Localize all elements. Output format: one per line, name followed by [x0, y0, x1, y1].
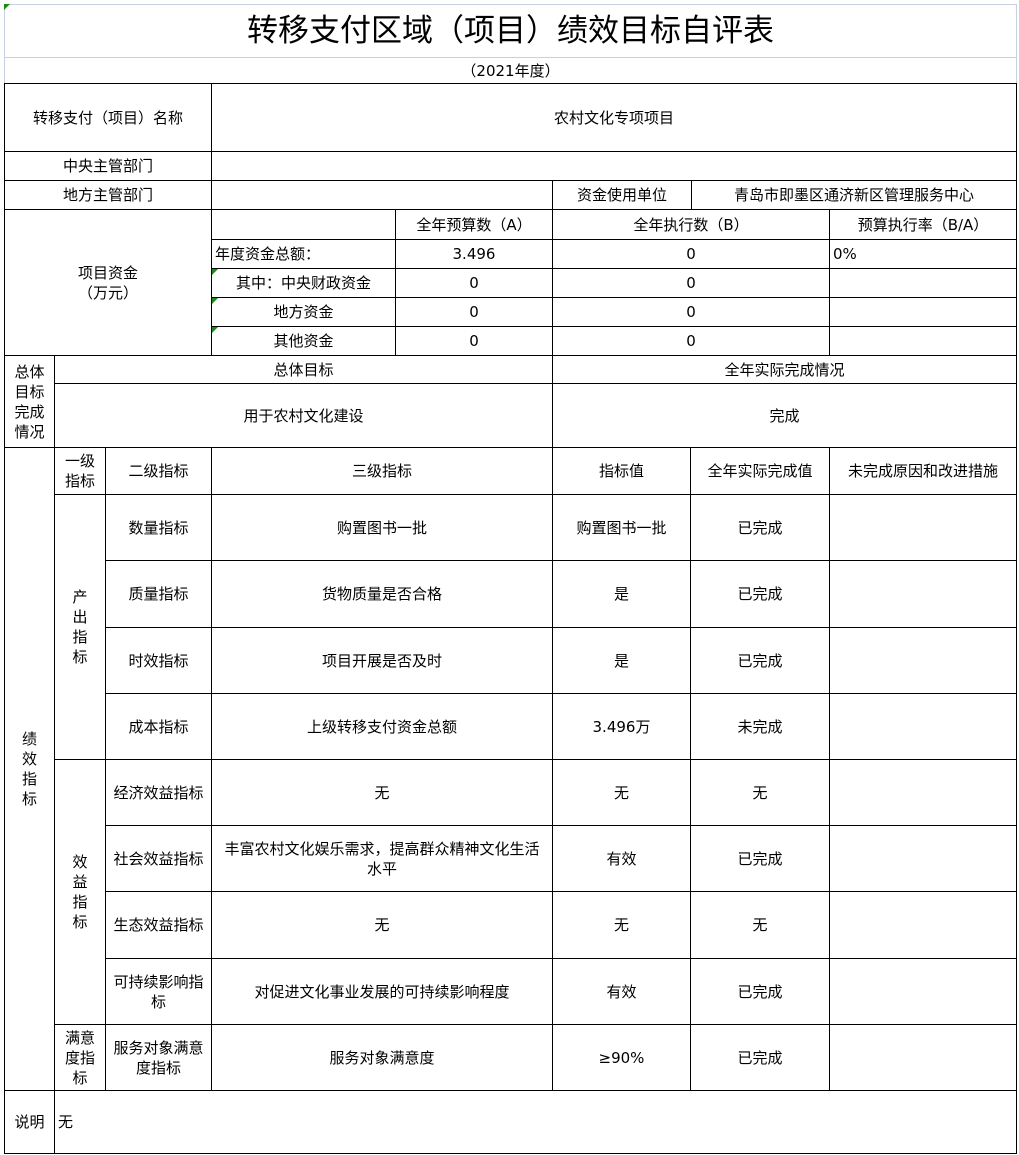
indicator-level3: 丰富农村文化娱乐需求，提高群众精神文化生活水平: [211, 825, 553, 892]
header-reason: 未完成原因和改进措施: [829, 447, 1017, 495]
indicator-level2: 经济效益指标: [105, 759, 212, 826]
indicator-level2: 时效指标: [105, 627, 212, 694]
overall-label: 总体目标完成情况: [4, 355, 55, 448]
indicator-level3: 无: [211, 759, 553, 826]
page-title: 转移支付区域（项目）绩效目标自评表: [4, 4, 1017, 58]
funds-row-rate: [829, 297, 1017, 327]
indicator-actual: 未完成: [690, 693, 830, 760]
funds-row-a: 0: [395, 268, 553, 298]
overall-actual-header: 全年实际完成情况: [552, 355, 1017, 384]
indicator-level2: 服务对象满意度指标: [105, 1024, 212, 1091]
indicator-actual: 已完成: [690, 494, 830, 561]
cell-comment-marker: [4, 4, 10, 10]
note-value: 无: [54, 1090, 1017, 1154]
indicator-actual: 已完成: [690, 1024, 830, 1091]
indicator-value: 是: [552, 560, 691, 628]
indicator-level3: 项目开展是否及时: [211, 627, 553, 694]
indicator-value: 是: [552, 627, 691, 694]
funds-row-label: 其中：中央财政资金: [211, 268, 396, 298]
indicator-reason: [829, 1024, 1017, 1091]
project-name-label: 转移支付（项目）名称: [4, 83, 212, 152]
indicator-value: 购置图书一批: [552, 494, 691, 561]
indicators-label: 绩效指标: [4, 447, 55, 1091]
indicator-level3: 无: [211, 891, 553, 959]
indicator-level3: 购置图书一批: [211, 494, 553, 561]
indicator-actual: 无: [690, 759, 830, 826]
indicator-reason: [829, 693, 1017, 760]
indicator-reason: [829, 759, 1017, 826]
indicator-reason: [829, 825, 1017, 892]
indicator-level2: 数量指标: [105, 494, 212, 561]
indicator-level2: 成本指标: [105, 693, 212, 760]
indicator-reason: [829, 958, 1017, 1025]
indicator-value: 无: [552, 891, 691, 959]
funds-row-rate: 0%: [829, 239, 1017, 269]
indicator-reason: [829, 891, 1017, 959]
indicator-value: 3.496万: [552, 693, 691, 760]
indicator-level2: 可持续影响指标: [105, 958, 212, 1025]
group-output: 产出指标: [54, 494, 106, 760]
indicator-actual: 已完成: [690, 627, 830, 694]
fund-user-label: 资金使用单位: [552, 180, 692, 210]
indicator-reason: [829, 627, 1017, 694]
funds-header-a: 全年预算数（A）: [395, 209, 553, 240]
indicator-level2: 生态效益指标: [105, 891, 212, 959]
central-dept-value: [211, 151, 1017, 181]
indicator-level3: 对促进文化事业发展的可持续影响程度: [211, 958, 553, 1025]
fund-user-value: 青岛市即墨区通济新区管理服务中心: [691, 180, 1017, 210]
header-actual: 全年实际完成值: [690, 447, 830, 495]
funds-row-b: 0: [552, 297, 830, 327]
overall-goal-header: 总体目标: [54, 355, 553, 384]
cell-comment-marker: [212, 298, 218, 304]
funds-row-label: 年度资金总额：: [211, 239, 396, 269]
indicator-reason: [829, 494, 1017, 561]
cell-comment-marker: [212, 269, 218, 275]
indicator-value: 有效: [552, 958, 691, 1025]
funds-row-rate: [829, 268, 1017, 298]
project-name-value: 农村文化专项项目: [211, 83, 1017, 152]
funds-header-b: 全年执行数（B）: [552, 209, 830, 240]
indicator-value: ≥90%: [552, 1024, 691, 1091]
group-satisfaction: 满意度指标: [54, 1024, 106, 1091]
funds-row-label: 地方资金: [211, 297, 396, 327]
funds-row-a: 0: [395, 297, 553, 327]
local-dept-value: [211, 180, 553, 210]
cell-comment-marker: [212, 327, 218, 333]
indicator-actual: 已完成: [690, 560, 830, 628]
indicator-actual: 已完成: [690, 825, 830, 892]
indicator-level2: 质量指标: [105, 560, 212, 628]
header-level2: 二级指标: [105, 447, 212, 495]
overall-goal: 用于农村文化建设: [54, 383, 553, 448]
note-label: 说明: [4, 1090, 55, 1154]
indicator-value: 有效: [552, 825, 691, 892]
indicator-actual: 已完成: [690, 958, 830, 1025]
funds-row-rate: [829, 326, 1017, 356]
funds-label: 项目资金（万元）: [4, 209, 212, 356]
indicator-actual: 无: [690, 891, 830, 959]
group-benefit: 效益指标: [54, 759, 106, 1025]
funds-row-b: 0: [552, 268, 830, 298]
funds-row-label: 其他资金: [211, 326, 396, 356]
funds-row-a: 3.496: [395, 239, 553, 269]
indicator-reason: [829, 560, 1017, 628]
header-level3: 三级指标: [211, 447, 553, 495]
indicator-level3: 上级转移支付资金总额: [211, 693, 553, 760]
indicator-level2: 社会效益指标: [105, 825, 212, 892]
subtitle: （2021年度）: [4, 57, 1017, 84]
overall-actual: 完成: [552, 383, 1017, 448]
funds-header-rate: 预算执行率（B/A）: [829, 209, 1017, 240]
local-dept-label: 地方主管部门: [4, 180, 212, 210]
funds-row-b: 0: [552, 326, 830, 356]
header-level1: 一级指标: [54, 447, 106, 495]
header-value: 指标值: [552, 447, 691, 495]
funds-header-blank: [211, 209, 396, 240]
indicator-level3: 服务对象满意度: [211, 1024, 553, 1091]
central-dept-label: 中央主管部门: [4, 151, 212, 181]
funds-row-b: 0: [552, 239, 830, 269]
indicator-level3: 货物质量是否合格: [211, 560, 553, 628]
indicator-value: 无: [552, 759, 691, 826]
funds-row-a: 0: [395, 326, 553, 356]
